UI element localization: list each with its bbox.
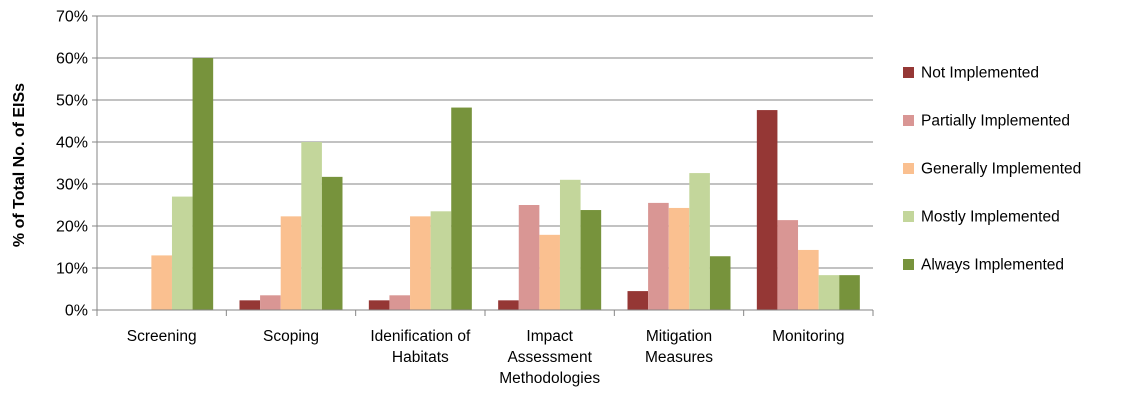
x-category-label: Idenification of Habitats [370,328,471,366]
bars [151,58,860,310]
bar-always-implemented [709,256,731,310]
legend-swatch [903,163,914,174]
bar-partially-implemented [260,295,281,310]
y-tick-label: 60% [56,51,88,68]
legend-swatch [903,211,914,222]
y-tick-label: 20% [56,219,88,236]
bar-not-implemented [368,300,390,310]
legend-swatch [903,259,914,270]
bar-not-implemented [756,110,778,310]
y-axis-tick-labels: 0% 10% 20% 30% 40% 50% 60% 70% [56,9,88,320]
legend-label: Generally Implemented [921,161,1081,178]
bar-generally-implemented [539,234,560,310]
bar-mostly-implemented [559,179,581,310]
bar-mostly-implemented [301,142,322,310]
legend-swatch [903,115,914,126]
legend-label: Not Implemented [921,65,1039,82]
y-tick-label: 10% [56,261,88,278]
y-axis-label: % of Total No. of EISs [11,83,28,247]
bar-mostly-implemented [430,211,452,310]
x-category-label: Scoping [263,328,319,345]
bar-always-implemented [839,275,860,310]
legend-label: Mostly Implemented [921,209,1060,226]
x-category-label: Monitoring [772,328,844,345]
bar-not-implemented [627,291,649,310]
bar-always-implemented [192,58,214,310]
legend-label: Always Implemented [921,257,1064,274]
y-tick-label: 50% [56,93,88,110]
bar-generally-implemented [410,216,431,310]
legend-swatch [903,67,914,78]
bar-mostly-implemented [818,275,840,310]
bar-mostly-implemented [689,173,710,310]
bar-partially-implemented [648,202,669,310]
x-axis-category-labels: Screening Scoping Idenification of Habitats… [127,328,845,387]
y-tick-label: 40% [56,135,88,152]
bar-always-implemented [580,210,602,310]
gridlines [92,15,873,311]
axes [96,16,874,316]
bar-generally-implemented [798,249,819,310]
bar-partially-implemented [518,205,540,310]
x-category-label: Mitigation Measures [645,328,713,366]
x-category-label: Impact Assessment Methodologies [499,328,600,387]
y-tick-label: 30% [56,177,88,194]
bar-not-implemented [498,300,519,310]
y-tick-label: 0% [65,303,88,320]
bar-partially-implemented [777,220,799,310]
bar-partially-implemented [389,295,411,310]
bar-not-implemented [239,300,261,310]
x-category-label: Screening [127,328,197,345]
bar-mostly-implemented [171,196,193,310]
legend-label: Partially Implemented [921,113,1070,130]
y-tick-label: 70% [56,9,88,26]
bar-always-implemented [451,107,472,310]
legend: Not Implemented Partially Implemented Gene… [903,65,1081,274]
bar-generally-implemented [668,207,690,310]
bar-generally-implemented [280,216,302,310]
bar-generally-implemented [151,255,172,310]
bar-always-implemented [321,176,343,310]
